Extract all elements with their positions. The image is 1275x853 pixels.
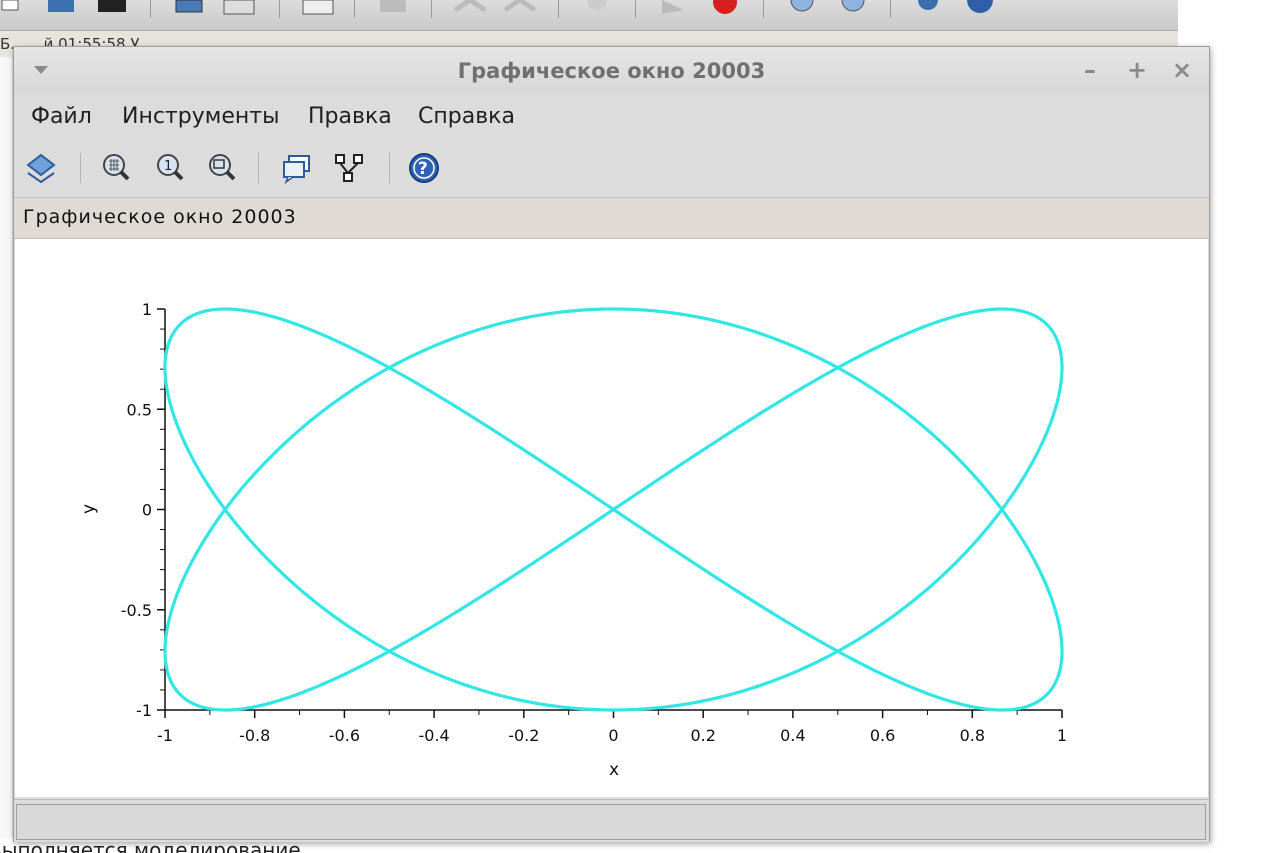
y-tick-label: -1 (136, 701, 152, 720)
figure-label-bar: Графическое окно 20003 (14, 198, 1209, 239)
y-axis-label: y (79, 504, 99, 514)
svg-text:?: ? (418, 159, 428, 179)
background-toolbar-icons (1, 0, 993, 18)
x-axis-label: x (609, 760, 619, 780)
window-menu-icon[interactable] (32, 64, 50, 76)
x-tick-label: 0.4 (780, 726, 805, 745)
x-tick-label: 0.6 (870, 726, 895, 745)
svg-text:1: 1 (164, 159, 172, 174)
graphic-window: Графическое окно 20003 – + × Файл Инстру… (13, 46, 1210, 842)
x-tick-label: -1 (157, 726, 173, 745)
x-tick-label: 0.8 (960, 726, 985, 745)
series-line (163, 307, 1064, 712)
x-tick-label: -0.4 (418, 726, 449, 745)
x-tick-label: 0.2 (690, 726, 715, 745)
zoom-area-icon[interactable] (204, 150, 240, 186)
menu-file[interactable]: Файл (31, 104, 92, 129)
toolbar-separator (389, 153, 390, 183)
x-tick-label: -0.6 (329, 726, 360, 745)
x-tick-label: -0.8 (239, 726, 270, 745)
menu-edit[interactable]: Правка (308, 104, 392, 129)
toolbar: 1 ? (14, 137, 1209, 198)
toolbar-separator (80, 153, 81, 183)
y-tick-label: -0.5 (121, 601, 152, 620)
toolbar-separator (258, 153, 259, 183)
window-title: Графическое окно 20003 (457, 59, 766, 83)
x-tick-label: 1 (1057, 726, 1067, 745)
zoom-grid-icon[interactable] (98, 150, 134, 186)
plot-area[interactable]: -1 -0.8 -0.6 -0.4 -0.2 0 0.2 0.4 0.6 0.8 1 -1 -0.5 0 0… (15, 239, 1208, 797)
menu-bar: Файл Инструменты Правка Справка (14, 93, 1209, 137)
background-toolbar (0, 0, 1178, 31)
minimize-button[interactable]: – (1084, 56, 1096, 84)
x-tick-label: -0.2 (508, 726, 539, 745)
figure-label: Графическое окно 20003 (23, 206, 297, 228)
title-bar[interactable]: Графическое окно 20003 – + × (14, 47, 1209, 93)
status-bar (14, 799, 1209, 842)
status-field (16, 804, 1206, 840)
close-button[interactable]: × (1172, 56, 1193, 84)
y-tick-label: 1 (142, 300, 152, 319)
menu-help[interactable]: Справка (418, 104, 515, 129)
x-tick-label: 0 (608, 726, 618, 745)
maximize-button[interactable]: + (1127, 56, 1148, 84)
background-left-strip (0, 57, 13, 853)
rotate-icon[interactable] (23, 150, 59, 186)
y-tick-label: 0 (142, 501, 152, 520)
datatip-editor-icon[interactable] (331, 150, 367, 186)
datatips-icon[interactable] (279, 150, 315, 186)
y-tick-label: 0.5 (127, 400, 152, 419)
zoom-original-icon[interactable]: 1 (152, 150, 188, 186)
menu-tools[interactable]: Инструменты (122, 104, 280, 129)
lissajous-chart[interactable]: -1 -0.8 -0.6 -0.4 -0.2 0 0.2 0.4 0.6 0.8 1 -1 -0.5 0 0… (15, 239, 1208, 797)
help-icon[interactable]: ? (406, 150, 442, 186)
